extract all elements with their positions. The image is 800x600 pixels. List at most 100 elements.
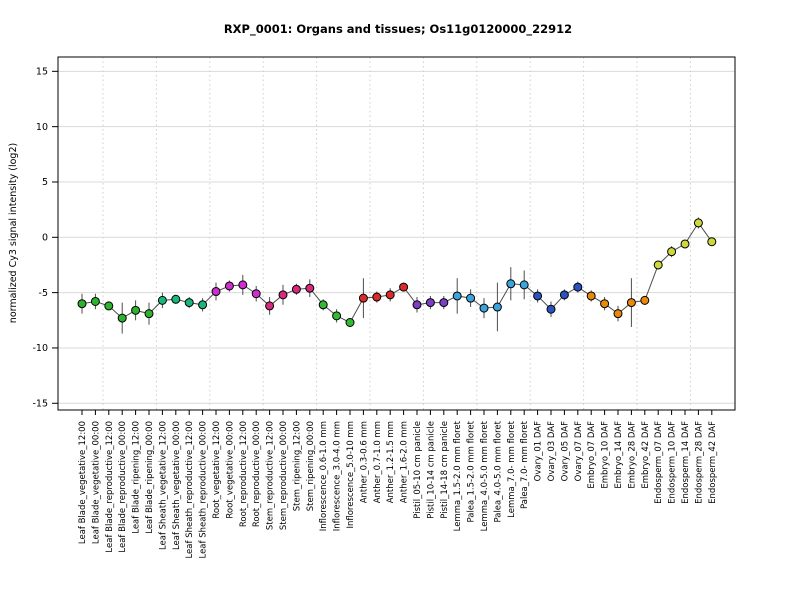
x-tick-label: Root_vegetative_12:00 (212, 421, 222, 519)
data-point (184, 298, 194, 308)
x-tick-label: Lemma_7.0- mm floret (507, 420, 517, 517)
data-point (251, 289, 261, 299)
data-series (77, 217, 717, 334)
x-tick-label: Endosperm_07 DAF (654, 421, 664, 504)
data-point (533, 291, 543, 301)
data-point (318, 300, 328, 310)
x-tick-label: Stem_ripening_12:00 (292, 421, 302, 511)
x-tick-label: Ovary_01 DAF (534, 421, 544, 481)
x-tick-label: Leaf Blade_reproductive_00:00 (118, 421, 128, 553)
x-tick-label: Palea_4.0-5.0 mm floret (493, 420, 503, 522)
data-point (707, 237, 717, 247)
x-tick-label: Pistil_05-10 cm panicle (413, 421, 423, 519)
y-tick-label: 15 (36, 67, 48, 78)
x-tick-label: Inflorescence_3.0-4.0 mm (333, 421, 343, 531)
x-tick-label: Embryo_10 DAF (601, 421, 611, 489)
x-tick-label: Ovary_05 DAF (560, 421, 570, 481)
data-point (385, 290, 395, 300)
y-tick-label: -15 (32, 398, 48, 409)
data-point (613, 309, 623, 319)
x-tick-label: Leaf Blade_ripening_00:00 (145, 421, 155, 534)
x-tick-label: Embryo_28 DAF (627, 421, 637, 489)
x-tick-label: Root_reproductive_12:00 (239, 421, 249, 527)
y-axis-title: normalized Cy3 signal intensity (log2) (8, 143, 19, 323)
data-point (77, 299, 87, 309)
x-tick-label: Leaf Sheath_reproductive_00:00 (199, 421, 209, 559)
data-point (157, 295, 167, 305)
data-point (693, 218, 703, 228)
data-point (372, 292, 382, 302)
x-tick-label: Anther_0.7-1.0 mm (373, 421, 383, 503)
data-point (238, 280, 248, 290)
data-point (144, 309, 154, 319)
x-tick-label: Leaf Blade_vegetative_12:00 (78, 421, 88, 544)
data-point (224, 281, 234, 291)
x-tick-label: Stem_reproductive_12:00 (266, 421, 276, 530)
x-tick-label: Leaf Sheath_reproductive_12:00 (185, 421, 195, 559)
x-tick-label: Leaf Blade_reproductive_12:00 (105, 421, 115, 553)
data-point (278, 290, 288, 300)
data-point (573, 282, 583, 292)
x-tick-label: Leaf Sheath_vegetative_00:00 (172, 421, 182, 550)
x-tick-label: Inflorescence_0.6-1.0 mm (319, 421, 329, 531)
x-tick-label: Stem_ripening_00:00 (306, 421, 316, 511)
y-tick-label: 10 (36, 122, 48, 133)
plot-border (57, 56, 736, 411)
data-point (640, 295, 650, 305)
data-point (586, 291, 596, 301)
data-point (345, 318, 355, 328)
data-point (104, 301, 114, 311)
x-tick-label: Endosperm_42 DAF (708, 421, 718, 504)
gridlines (58, 57, 735, 410)
data-point (546, 304, 556, 314)
data-point (117, 313, 127, 323)
x-tick-label: Pistil_14-18 cm panicle (440, 421, 450, 519)
x-tick-label: Leaf Sheath_vegetative_12:00 (158, 421, 168, 550)
data-point (492, 302, 502, 312)
x-tick-label: Stem_reproductive_00:00 (279, 421, 289, 530)
data-point (198, 300, 208, 310)
x-tick-label: Anther_1.2-1.5 mm (386, 421, 396, 503)
y-tick-label: -10 (32, 343, 48, 354)
data-point (452, 291, 462, 301)
x-tick-label: Endosperm_14 DAF (681, 421, 691, 504)
x-tick-label: Lemma_4.0-5.0 mm floret (480, 420, 490, 531)
x-tick-label: Leaf Blade_ripening_12:00 (132, 421, 142, 534)
series-line (81, 222, 713, 324)
x-tick-label: Endosperm_28 DAF (694, 421, 704, 504)
x-tick-label: Embryo_42 DAF (641, 421, 651, 489)
axes: 15 10 5 0 -5 -10 -15 Leaf Blade_vegetative_12:0… (32, 67, 717, 559)
x-tick-label: Lemma_1.5-2.0 mm floret (453, 420, 463, 531)
data-point (600, 299, 610, 309)
data-point (559, 290, 569, 300)
x-tick-label: Root_reproductive_00:00 (252, 421, 262, 527)
x-tick-label: Palea_1.5-2.0 mm floret (467, 420, 477, 522)
data-point (506, 279, 516, 289)
data-point (626, 298, 636, 308)
x-tick-label: Pistil_10-14 cm panicle (426, 421, 436, 519)
data-point (425, 298, 435, 308)
x-tick-label: Anther_1.6-2.0 mm (400, 421, 410, 503)
x-tick-label: Root_vegetative_00:00 (225, 421, 235, 519)
x-tick-label: Anther_0.3-0.6 mm (359, 421, 369, 503)
data-point (211, 287, 221, 297)
x-tick-label: Ovary_07 DAF (574, 421, 584, 481)
data-point (332, 311, 342, 321)
data-point (519, 280, 529, 290)
data-point (680, 239, 690, 249)
data-point (667, 247, 677, 257)
data-point (305, 283, 315, 293)
x-tick-label: Inflorescence_5.0-10 mm (346, 421, 356, 529)
data-point (291, 284, 301, 294)
data-point (412, 300, 422, 310)
chart-title: RXP_0001: Organs and tissues; Os11g01200… (224, 22, 572, 37)
data-point (439, 298, 449, 308)
data-point (479, 303, 489, 313)
y-tick-label: 0 (42, 233, 48, 244)
data-point (265, 301, 275, 311)
data-point (90, 296, 100, 306)
data-point (466, 293, 476, 303)
x-tick-label: Endosperm_10 DAF (668, 421, 678, 504)
